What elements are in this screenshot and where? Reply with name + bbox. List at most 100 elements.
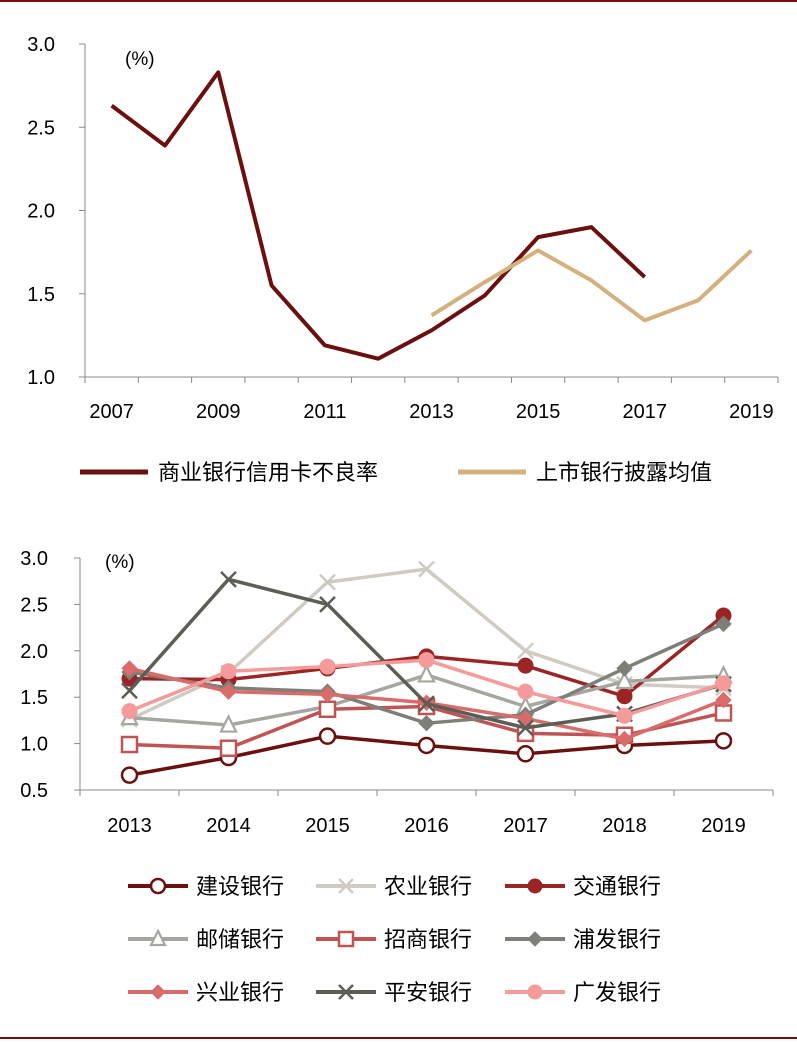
top-border [0, 0, 797, 2]
y-tick-label: 2.0 [27, 201, 55, 223]
y-tick-label: 1.5 [27, 284, 55, 306]
x-tick-label: 2011 [303, 401, 346, 423]
data-point-8-5 [616, 707, 633, 724]
legend-label-0: 商业银行信用卡不良率 [158, 461, 378, 486]
data-point-2-4 [517, 657, 534, 674]
legend-marker-2 [527, 878, 543, 894]
x-tick-label: 2013 [409, 401, 454, 423]
x-tick-label: 2015 [516, 401, 561, 423]
x-tick-label: 2017 [622, 401, 667, 423]
data-point-7-4 [517, 719, 534, 737]
data-point-4-0 [120, 735, 139, 754]
data-point-8-2 [319, 658, 336, 675]
legend-label-1: 上市银行披露均值 [536, 461, 712, 486]
legend-label-6: 兴业银行 [196, 981, 284, 1006]
legend-label-4: 招商银行 [384, 928, 472, 953]
legend: 商业银行信用卡不良率 上市银行披露均值 [80, 461, 712, 486]
data-point-3-5 [615, 670, 634, 690]
data-point-7-3 [418, 695, 435, 713]
x-tick-label: 2007 [89, 401, 134, 423]
data-point-1-2 [319, 573, 336, 591]
data-point-0-2 [318, 727, 337, 745]
data-point-4-1 [219, 739, 238, 757]
legend-marker-0 [149, 877, 167, 895]
legend-marker-7-stroke-b [338, 984, 354, 1000]
legend-label-0: 建设银行 [196, 875, 284, 900]
data-point-1-3-stroke-b [418, 560, 435, 578]
data-point-1-4-stroke-b [517, 642, 534, 660]
data-point-5-6 [715, 615, 732, 633]
data-point-7-4-stroke-b [517, 719, 534, 737]
x-tick-label: 2019 [729, 401, 774, 423]
legend-label-2: 交通银行 [573, 875, 661, 900]
legend-label-7: 平安银行 [384, 981, 472, 1006]
y-tick-label: 1.5 [20, 687, 48, 709]
y-tick-label: 0.5 [20, 780, 48, 802]
legend-label-1: 农业银行 [384, 875, 472, 900]
data-point-3-1 [219, 714, 238, 733]
data-point-2-5 [616, 688, 633, 705]
data-point-7-3-stroke-b [418, 695, 435, 713]
data-point-7-0-stroke-b [121, 682, 138, 700]
series-line-0 [110, 70, 647, 361]
bottom-border [0, 1037, 797, 1039]
data-point-7-0 [121, 682, 138, 700]
data-point-6-6 [715, 691, 732, 709]
x-tick-label: 2013 [107, 815, 152, 837]
data-point-5-3 [418, 714, 435, 732]
data-point-6-0 [121, 660, 138, 677]
data-point-5-5 [616, 660, 633, 677]
data-point-7-1 [220, 570, 237, 588]
legend-label-5: 浦发银行 [573, 928, 661, 953]
legend-marker-6 [150, 984, 166, 1000]
y-tick-label: 3.0 [27, 34, 55, 56]
series-1 [430, 248, 753, 323]
y-tick-label: 2.5 [20, 594, 48, 616]
data-point-7-1-stroke-b [220, 570, 237, 588]
series-8 [121, 652, 732, 724]
data-point-3-3 [417, 663, 436, 683]
legend-marker-1-stroke-b [338, 878, 354, 894]
x-tick-label: 2014 [206, 815, 251, 837]
data-point-0-6 [714, 732, 733, 750]
data-point-8-1 [220, 663, 237, 680]
y-tick-label: 2.0 [20, 641, 48, 663]
legend-label-8: 广发银行 [573, 981, 661, 1006]
legend-marker-4 [337, 930, 355, 948]
data-point-6-1 [220, 683, 237, 700]
data-point-0-3 [417, 736, 436, 755]
x-tick-label: 2016 [404, 815, 449, 837]
data-point-0-0 [120, 766, 139, 784]
chart-bank-nonperforming-rates: 0.5 1.0 1.5 2.0 2.5 3.0 2013 2014 2015 2016 2017 20… [20, 548, 774, 1006]
x-tick-label: 2009 [196, 401, 241, 423]
data-point-1-4 [517, 642, 534, 660]
data-point-8-0 [121, 703, 138, 720]
legend-label-3: 邮储银行 [196, 928, 284, 953]
series-0 [110, 70, 647, 361]
data-point-1-3 [418, 560, 435, 578]
y-tick-label: 1.0 [20, 734, 48, 756]
y-tick-label: 3.0 [20, 548, 48, 570]
data-point-0-4 [516, 745, 535, 763]
legend-marker-8 [527, 984, 543, 1000]
legend-marker-1 [338, 878, 354, 894]
legend-marker-7 [338, 984, 354, 1000]
x-tick-label: 2017 [503, 815, 548, 837]
unit-label: (%) [105, 552, 135, 573]
data-point-6-5 [616, 730, 633, 748]
data-point-6-2 [319, 686, 336, 703]
unit-label: (%) [125, 49, 155, 70]
y-tick-label: 1.0 [27, 367, 55, 389]
data-point-7-2-stroke-b [319, 596, 336, 613]
legend-marker-3 [149, 928, 167, 947]
chart-nonperforming-rate-trend: 1.0 1.5 2.0 2.5 3.0 2007 2009 2011 2013 2015 2017 2… [27, 34, 779, 486]
x-tick-label: 2015 [305, 815, 350, 837]
x-tick-label: 2019 [701, 815, 746, 837]
data-point-7-2 [319, 596, 336, 613]
data-point-8-3 [418, 652, 435, 669]
series-line-1 [430, 248, 753, 323]
series-0 [120, 727, 733, 784]
data-point-8-6 [715, 675, 732, 692]
x-tick-label: 2018 [602, 815, 647, 837]
